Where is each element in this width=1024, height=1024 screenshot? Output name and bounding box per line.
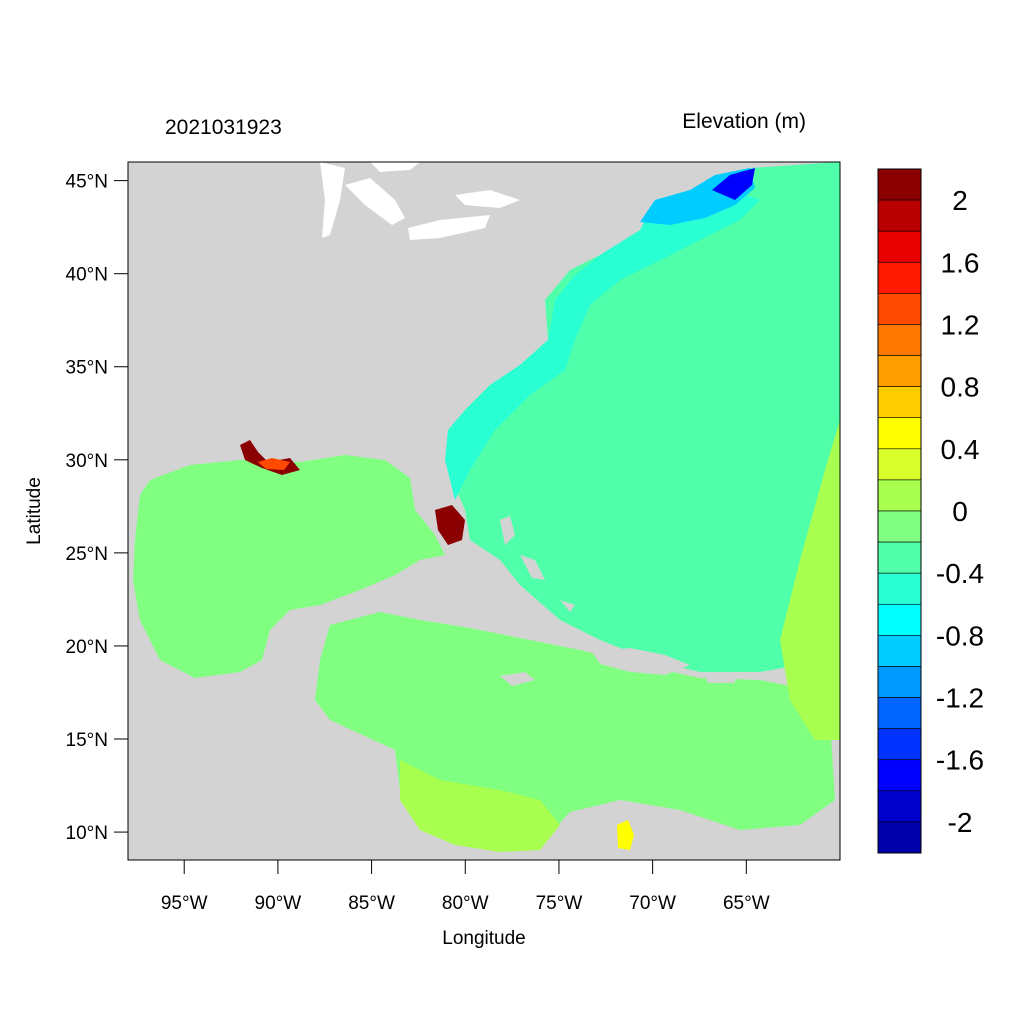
lake-maracaibo: [617, 820, 634, 850]
colorbar-swatch: [877, 541, 922, 574]
sw-caribbean-positive: [400, 760, 560, 852]
colorbar-swatch: [877, 261, 922, 294]
colorbar-frame: [877, 168, 922, 854]
colorbar-swatch: [877, 324, 922, 356]
colorbar-swatch: [877, 821, 922, 854]
colorbar-swatch: [877, 697, 922, 729]
cuba: [385, 592, 575, 645]
y-tick-label: 45°N: [66, 172, 108, 193]
colorbar-swatch: [877, 759, 922, 792]
y-tick-label: 15°N: [66, 730, 108, 751]
x-tick-label: 95°W: [161, 893, 208, 914]
colorbar-label: 1.2: [941, 309, 980, 340]
hispaniola: [592, 648, 690, 675]
east-edge-positive: [780, 420, 840, 740]
colorbar: 2 1.6 1.2 0.8 0.4 0 -0.4 -0.8 -1.2 -1.6 -2: [877, 168, 984, 854]
map-plot: [128, 162, 840, 860]
timestamp-title: 2021031923: [165, 116, 282, 139]
x-tick-label: 85°W: [348, 893, 395, 914]
colorbar-swatch: [877, 199, 922, 232]
colorbar-swatch: [877, 417, 922, 450]
gulf-of-mexico: [133, 455, 445, 678]
atlantic-ocean: [448, 162, 840, 672]
colorbar-swatch: [877, 355, 922, 387]
y-tick-label: 10°N: [66, 823, 108, 844]
y-tick-label: 30°N: [66, 451, 108, 472]
colorbar-swatch: [877, 603, 922, 636]
colorbar-swatch: [877, 386, 922, 419]
colorbar-label: 2: [952, 185, 968, 216]
x-tick-label: 70°W: [629, 893, 676, 914]
y-tick-label: 25°N: [66, 544, 108, 565]
bay-of-fundy: [712, 168, 755, 200]
colorbar-label: -2: [948, 807, 973, 838]
x-tick-label: 80°W: [442, 893, 489, 914]
colorbar-swatch: [877, 666, 922, 698]
jamaica: [500, 672, 535, 686]
x-tick-label: 65°W: [723, 893, 770, 914]
colorbar-label: 1.6: [941, 247, 980, 278]
florida-surge: [435, 505, 465, 545]
colorbar-swatch: [877, 293, 922, 325]
colorbar-swatch: [877, 510, 922, 543]
x-tick-label: 75°W: [536, 893, 583, 914]
shelf-waters: [445, 185, 760, 500]
colorbar-swatch: [877, 479, 922, 512]
colorbar-label: -1.6: [936, 745, 984, 776]
bahamas: [500, 516, 575, 612]
colorbar-label: -1.2: [936, 683, 984, 714]
puerto-rico: [705, 675, 735, 683]
colorbar-swatch: [877, 168, 922, 201]
colorbar-swatch: [877, 728, 922, 761]
x-tick-label: 90°W: [255, 893, 302, 914]
colorbar-swatch: [877, 790, 922, 823]
colorbar-label: -0.8: [936, 620, 984, 651]
great-lakes: [320, 162, 520, 240]
y-tick-label: 20°N: [66, 637, 108, 658]
y-axis-label: Latitude: [24, 477, 45, 545]
colorbar-swatch: [877, 448, 922, 481]
variable-title: Elevation (m): [682, 110, 806, 133]
y-tick-label: 35°N: [66, 358, 108, 379]
colorbar-swatch: [877, 230, 922, 263]
colorbar-swatch: [877, 572, 922, 605]
gulf-coast-surge-orange: [258, 458, 290, 470]
colorbar-swatch: [877, 635, 922, 667]
colorbar-label: 0.8: [941, 372, 980, 403]
plot-frame: [127, 161, 841, 861]
colorbar-label: -0.4: [936, 558, 984, 589]
colorbar-label: 0.4: [941, 434, 980, 465]
colorbar-label: 0: [952, 496, 968, 527]
x-axis-label: Longitude: [442, 928, 525, 949]
y-tick-label: 40°N: [66, 265, 108, 286]
